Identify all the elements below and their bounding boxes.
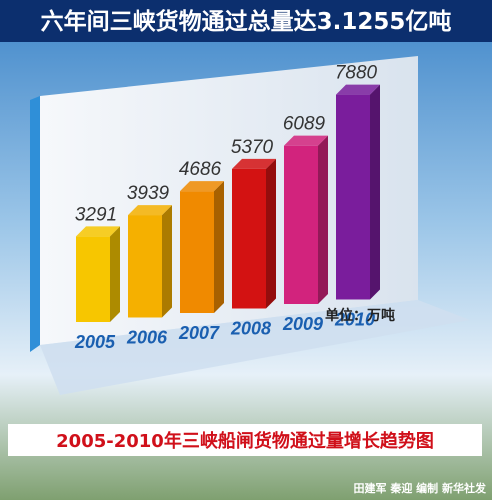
- title: 六年间三峡货物通过总量达3.1255亿吨: [41, 8, 452, 35]
- bar: [180, 181, 224, 313]
- bar-front: [76, 236, 110, 322]
- x-tick-label: 2008: [230, 319, 271, 339]
- bars: 3291 2005 3939 2006 4686 2007 5370 2008 6089 2009…: [74, 63, 380, 352]
- board-edge: [30, 96, 40, 352]
- bar-top: [128, 205, 172, 216]
- title-bar: [0, 0, 492, 42]
- bar-front: [284, 145, 318, 304]
- credit: 田建军 秦迎 编制 新华社发: [354, 481, 487, 495]
- bar: [232, 158, 276, 309]
- value-label: 3939: [127, 183, 170, 204]
- bar-top: [284, 135, 328, 146]
- value-label: 6089: [283, 114, 326, 135]
- bar: [336, 84, 380, 300]
- x-tick-label: 2010: [334, 310, 375, 330]
- bar: [284, 135, 328, 304]
- bar-side: [162, 205, 172, 318]
- value-label: 4686: [179, 159, 222, 180]
- value-label: 3291: [75, 204, 117, 225]
- bar-side: [370, 84, 380, 300]
- x-tick-label: 2005: [74, 332, 116, 352]
- subtitle: 2005-2010年三峡船闸货物通过量增长趋势图: [56, 430, 434, 452]
- bar: [76, 226, 120, 322]
- unit-label: 单位：万吨: [325, 307, 395, 324]
- bar-top: [232, 158, 276, 169]
- bar-side: [318, 135, 328, 304]
- bar-side: [110, 226, 120, 322]
- bar-side: [214, 181, 224, 313]
- bar-top: [336, 84, 380, 95]
- bar-front: [232, 168, 266, 309]
- value-label: 5370: [231, 137, 274, 158]
- subtitle-box: [8, 424, 482, 456]
- bar-top: [180, 181, 224, 192]
- bar-side: [266, 158, 276, 309]
- bar-front: [336, 94, 370, 300]
- x-tick-label: 2006: [126, 328, 168, 348]
- x-tick-label: 2007: [178, 323, 220, 343]
- bar-top: [76, 226, 120, 237]
- bar-front: [180, 191, 214, 313]
- x-tick-label: 2009: [282, 314, 323, 334]
- value-label: 7880: [335, 63, 378, 84]
- bar: [128, 205, 172, 318]
- bar-front: [128, 215, 162, 318]
- floor: [40, 300, 470, 395]
